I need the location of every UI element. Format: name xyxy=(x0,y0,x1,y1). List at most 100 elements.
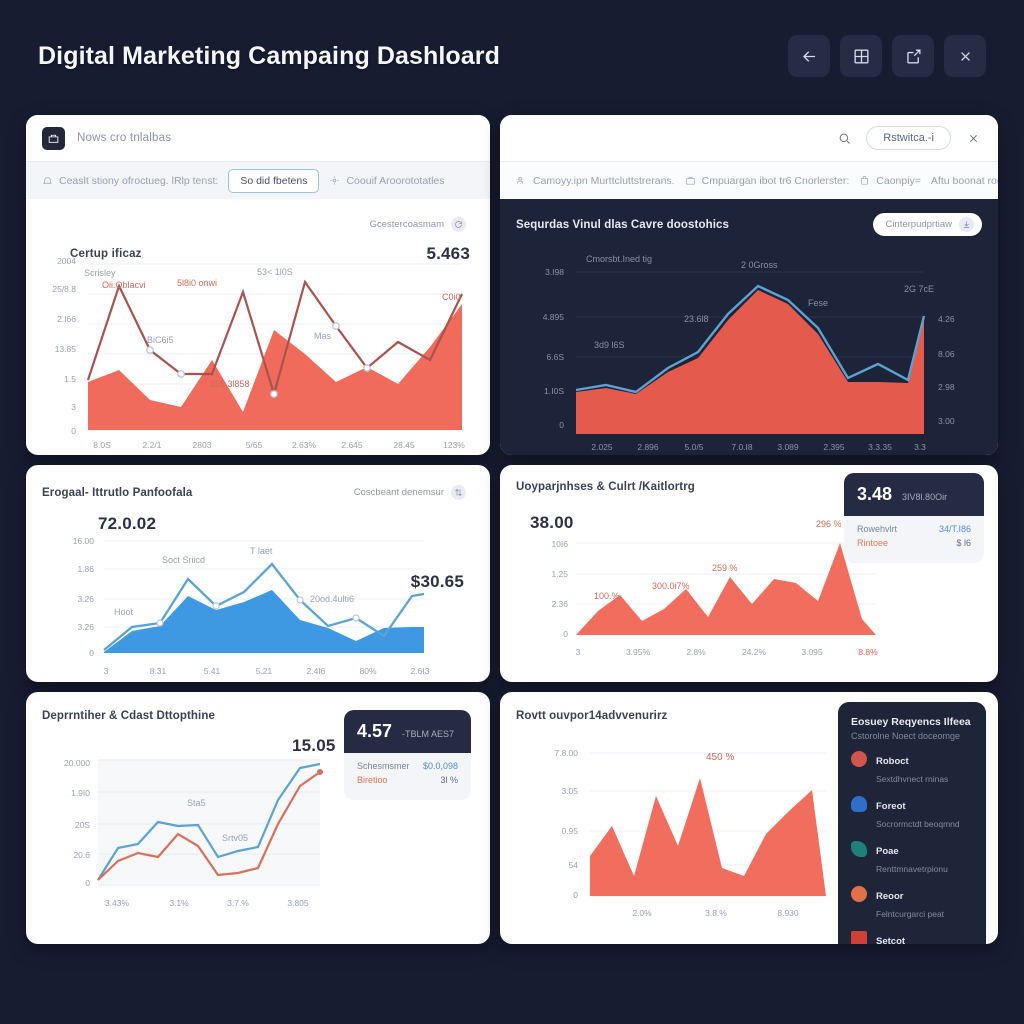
panel-engagement: Erogaal- Ittrutlo Panfoofala Coscbeant d… xyxy=(26,465,490,682)
list-item[interactable]: Reoor Felntcurgarci peat xyxy=(851,886,973,922)
svg-text:1.9I0: 1.9I0 xyxy=(71,788,90,798)
annotation: Soct Sriicd xyxy=(162,555,206,565)
annotation: Scrisley xyxy=(84,268,116,278)
chart-svg-p6: 7.8.00 3.05 0.95 54 0 xyxy=(554,748,826,918)
svg-text:3.3.35: 3.3.35 xyxy=(868,442,892,452)
metric-row-label: Rowehvlrt xyxy=(857,524,898,534)
svg-text:5.21: 5.21 xyxy=(256,666,273,676)
y-ticks: 10I6 1.25 2.36 0 xyxy=(551,539,568,639)
kpi-value: 38.00 xyxy=(530,513,574,532)
list-item[interactable]: Foreot Socrormctdt beoqmnd xyxy=(851,796,973,832)
window-titlebar: Digital Marketing Campaing Dashloard xyxy=(0,0,1024,112)
bell-icon xyxy=(43,177,52,184)
legend-item-desc: Renttmnavetrpionu xyxy=(876,864,948,874)
metric-card-header: 4.57 -TBLM AES7 xyxy=(344,710,471,753)
tab-label: Cmpuargan ibot tr6 Cnorlerster: xyxy=(701,174,850,187)
panel-grid: Nows cro tnlalbas Ceaslt stiony ofroctue… xyxy=(26,115,998,944)
metric-card-conversion: 3.48 3IV8l.80Oir Rowehvlrt 34/T.I86 Rint… xyxy=(844,473,984,563)
metric-card-header: 3.48 3IV8l.80Oir xyxy=(844,473,984,516)
grid-view-button[interactable] xyxy=(840,35,882,77)
svg-text:28.45: 28.45 xyxy=(393,440,415,450)
svg-text:20.000: 20.000 xyxy=(64,758,90,768)
svg-text:10I6: 10I6 xyxy=(551,539,568,549)
legend-panel: Eosuey Reqyencs Ilfeea Cstorolne Noect d… xyxy=(838,702,986,944)
tab-settings[interactable]: Coouif Aroorototatles xyxy=(329,175,445,187)
y-tick: 2.I66 xyxy=(57,314,76,324)
sort-chip[interactable]: Coscbeant denemsur xyxy=(341,481,474,504)
svg-text:54: 54 xyxy=(569,860,579,870)
x-ticks: 2.025 2.896 5.0/5 7.0.I8 3.089 2.395 3.3.35… xyxy=(591,442,926,452)
svg-text:1.I0S: 1.I0S xyxy=(544,386,564,396)
search-icon[interactable] xyxy=(835,129,853,147)
annotation: 5l8i0 onwi xyxy=(177,278,218,288)
refresh-chip[interactable]: Gcestercoasmam xyxy=(357,213,474,236)
svg-text:2.025: 2.025 xyxy=(591,442,613,452)
annotation: 331 3l858 xyxy=(210,379,250,389)
panel-revenue-body: Rovtt ouvpor14advvenurirz 450 % 7.8.00 3.… xyxy=(500,692,998,944)
list-item[interactable]: Roboct Sextdhvnect rninas xyxy=(851,751,973,787)
arrow-up-down-icon[interactable] xyxy=(451,485,466,500)
left-tabbar: Ceaslt stiony ofroctueg. lRlp tenst: So … xyxy=(26,161,490,199)
app-logo-icon xyxy=(42,126,65,150)
tab-account[interactable]: Aftu boonat roocounarl. xyxy=(930,174,998,187)
panel-department-body: Deprrntiher & Cdast Dttopthine 15.05 Sta… xyxy=(26,692,490,934)
back-button[interactable] xyxy=(788,35,830,77)
x-ticks: 3 8.31 5.41 5.21 2.4I6 80% 2.6I3 xyxy=(104,666,430,676)
area-series-red xyxy=(590,778,826,896)
refresh-icon[interactable] xyxy=(451,217,466,232)
svg-text:8.31: 8.31 xyxy=(150,666,167,676)
chip-label: Coscbeant denemsur xyxy=(353,487,444,498)
annotation: 100.% xyxy=(594,591,620,601)
metric-card-rows: Rowehvlrt 34/T.I86 Rintoee $ l6 xyxy=(844,516,984,563)
svg-text:8.930: 8.930 xyxy=(777,908,799,918)
url-text[interactable]: Nows cro tnlalbas xyxy=(77,132,172,144)
area-series-blue xyxy=(104,590,424,653)
area-series-red xyxy=(576,543,876,635)
kpi-right: $30.65 xyxy=(410,572,464,591)
svg-text:3.I98: 3.I98 xyxy=(545,267,564,277)
chart-p5: 15.05 Sta5 Srtv05 20.000 1.9I0 20S 20.6 0 xyxy=(42,728,474,924)
list-item[interactable]: Poae Renttmnavetrpionu xyxy=(851,841,973,877)
panel-title: Rovtt ouvpor14advvenurirz xyxy=(516,710,668,722)
close-icon xyxy=(960,51,970,61)
line-series-blue xyxy=(97,762,321,881)
y-ticks-right: 4.26 8.06 2.98 3.00 xyxy=(938,314,955,426)
svg-text:3: 3 xyxy=(576,647,581,657)
open-external-button[interactable] xyxy=(892,35,934,77)
list-item[interactable]: Setcot Saarzoner arcttUhs xyxy=(851,931,973,944)
tag-icon xyxy=(851,841,867,857)
chart-p4: 38.00 100.% 300.0i7% 259 % 296 % 10I6 1.2… xyxy=(516,499,982,671)
svg-text:8.8%: 8.8% xyxy=(858,647,878,657)
y-ticks-left: 3.I98 4.895 6.6S 1.I0S 0 xyxy=(543,267,565,430)
annotation: 23.6l8 xyxy=(684,314,709,324)
annotation: T laet xyxy=(250,546,273,556)
tab-active[interactable]: So did fbetens xyxy=(228,168,320,193)
tab-notifications[interactable]: Ceaslt stiony ofroctueg. lRlp tenst: xyxy=(42,175,218,187)
refresh-pill-button[interactable]: Rstwitca.-i xyxy=(866,126,951,150)
close-button[interactable] xyxy=(944,35,986,77)
metric-row-label: Rintoee xyxy=(857,538,889,548)
close-icon[interactable] xyxy=(964,129,982,147)
panel-department: Deprrntiher & Cdast Dttopthine 15.05 Sta… xyxy=(26,692,490,944)
arrow-left-icon xyxy=(802,50,815,62)
download-icon[interactable] xyxy=(959,217,974,232)
tab-campaign[interactable]: Caonpiy= xyxy=(859,175,921,187)
annotation: Oii.Oblacvi xyxy=(102,280,146,290)
annotation: 2G 7cE xyxy=(904,284,935,294)
y-tick: 2004 xyxy=(57,256,76,266)
chart-svg-p2: 3.I98 4.895 6.6S 1.I0S 0 4.26 8.06 2.98 3.00 xyxy=(543,267,955,452)
tab-campaign-orders[interactable]: Cmpuargan ibot tr6 Cnorlerster: xyxy=(685,174,850,187)
metric-value: 3.48 xyxy=(857,484,893,504)
annotation: 259 % xyxy=(712,563,738,573)
annotation: Fese xyxy=(808,298,829,308)
area-series-red xyxy=(88,304,462,430)
svg-text:16.00: 16.00 xyxy=(73,536,95,546)
export-chip[interactable]: Cinterpudprtiaw xyxy=(873,213,982,236)
tab-campaign-multi[interactable]: Camoyy.ipn Murttcluttstrerans. xyxy=(516,175,675,187)
svg-text:3.26: 3.26 xyxy=(77,594,94,604)
svg-text:3.00: 3.00 xyxy=(938,416,955,426)
y-ticks: 7.8.00 3.05 0.95 54 0 xyxy=(554,748,578,900)
panel-curve-body: Sequrdas Vinul dlas Cavre doostohics Cin… xyxy=(500,199,998,455)
annotation: Cmorsbt.Ined tig xyxy=(586,254,653,264)
svg-text:3.95%: 3.95% xyxy=(626,647,651,657)
